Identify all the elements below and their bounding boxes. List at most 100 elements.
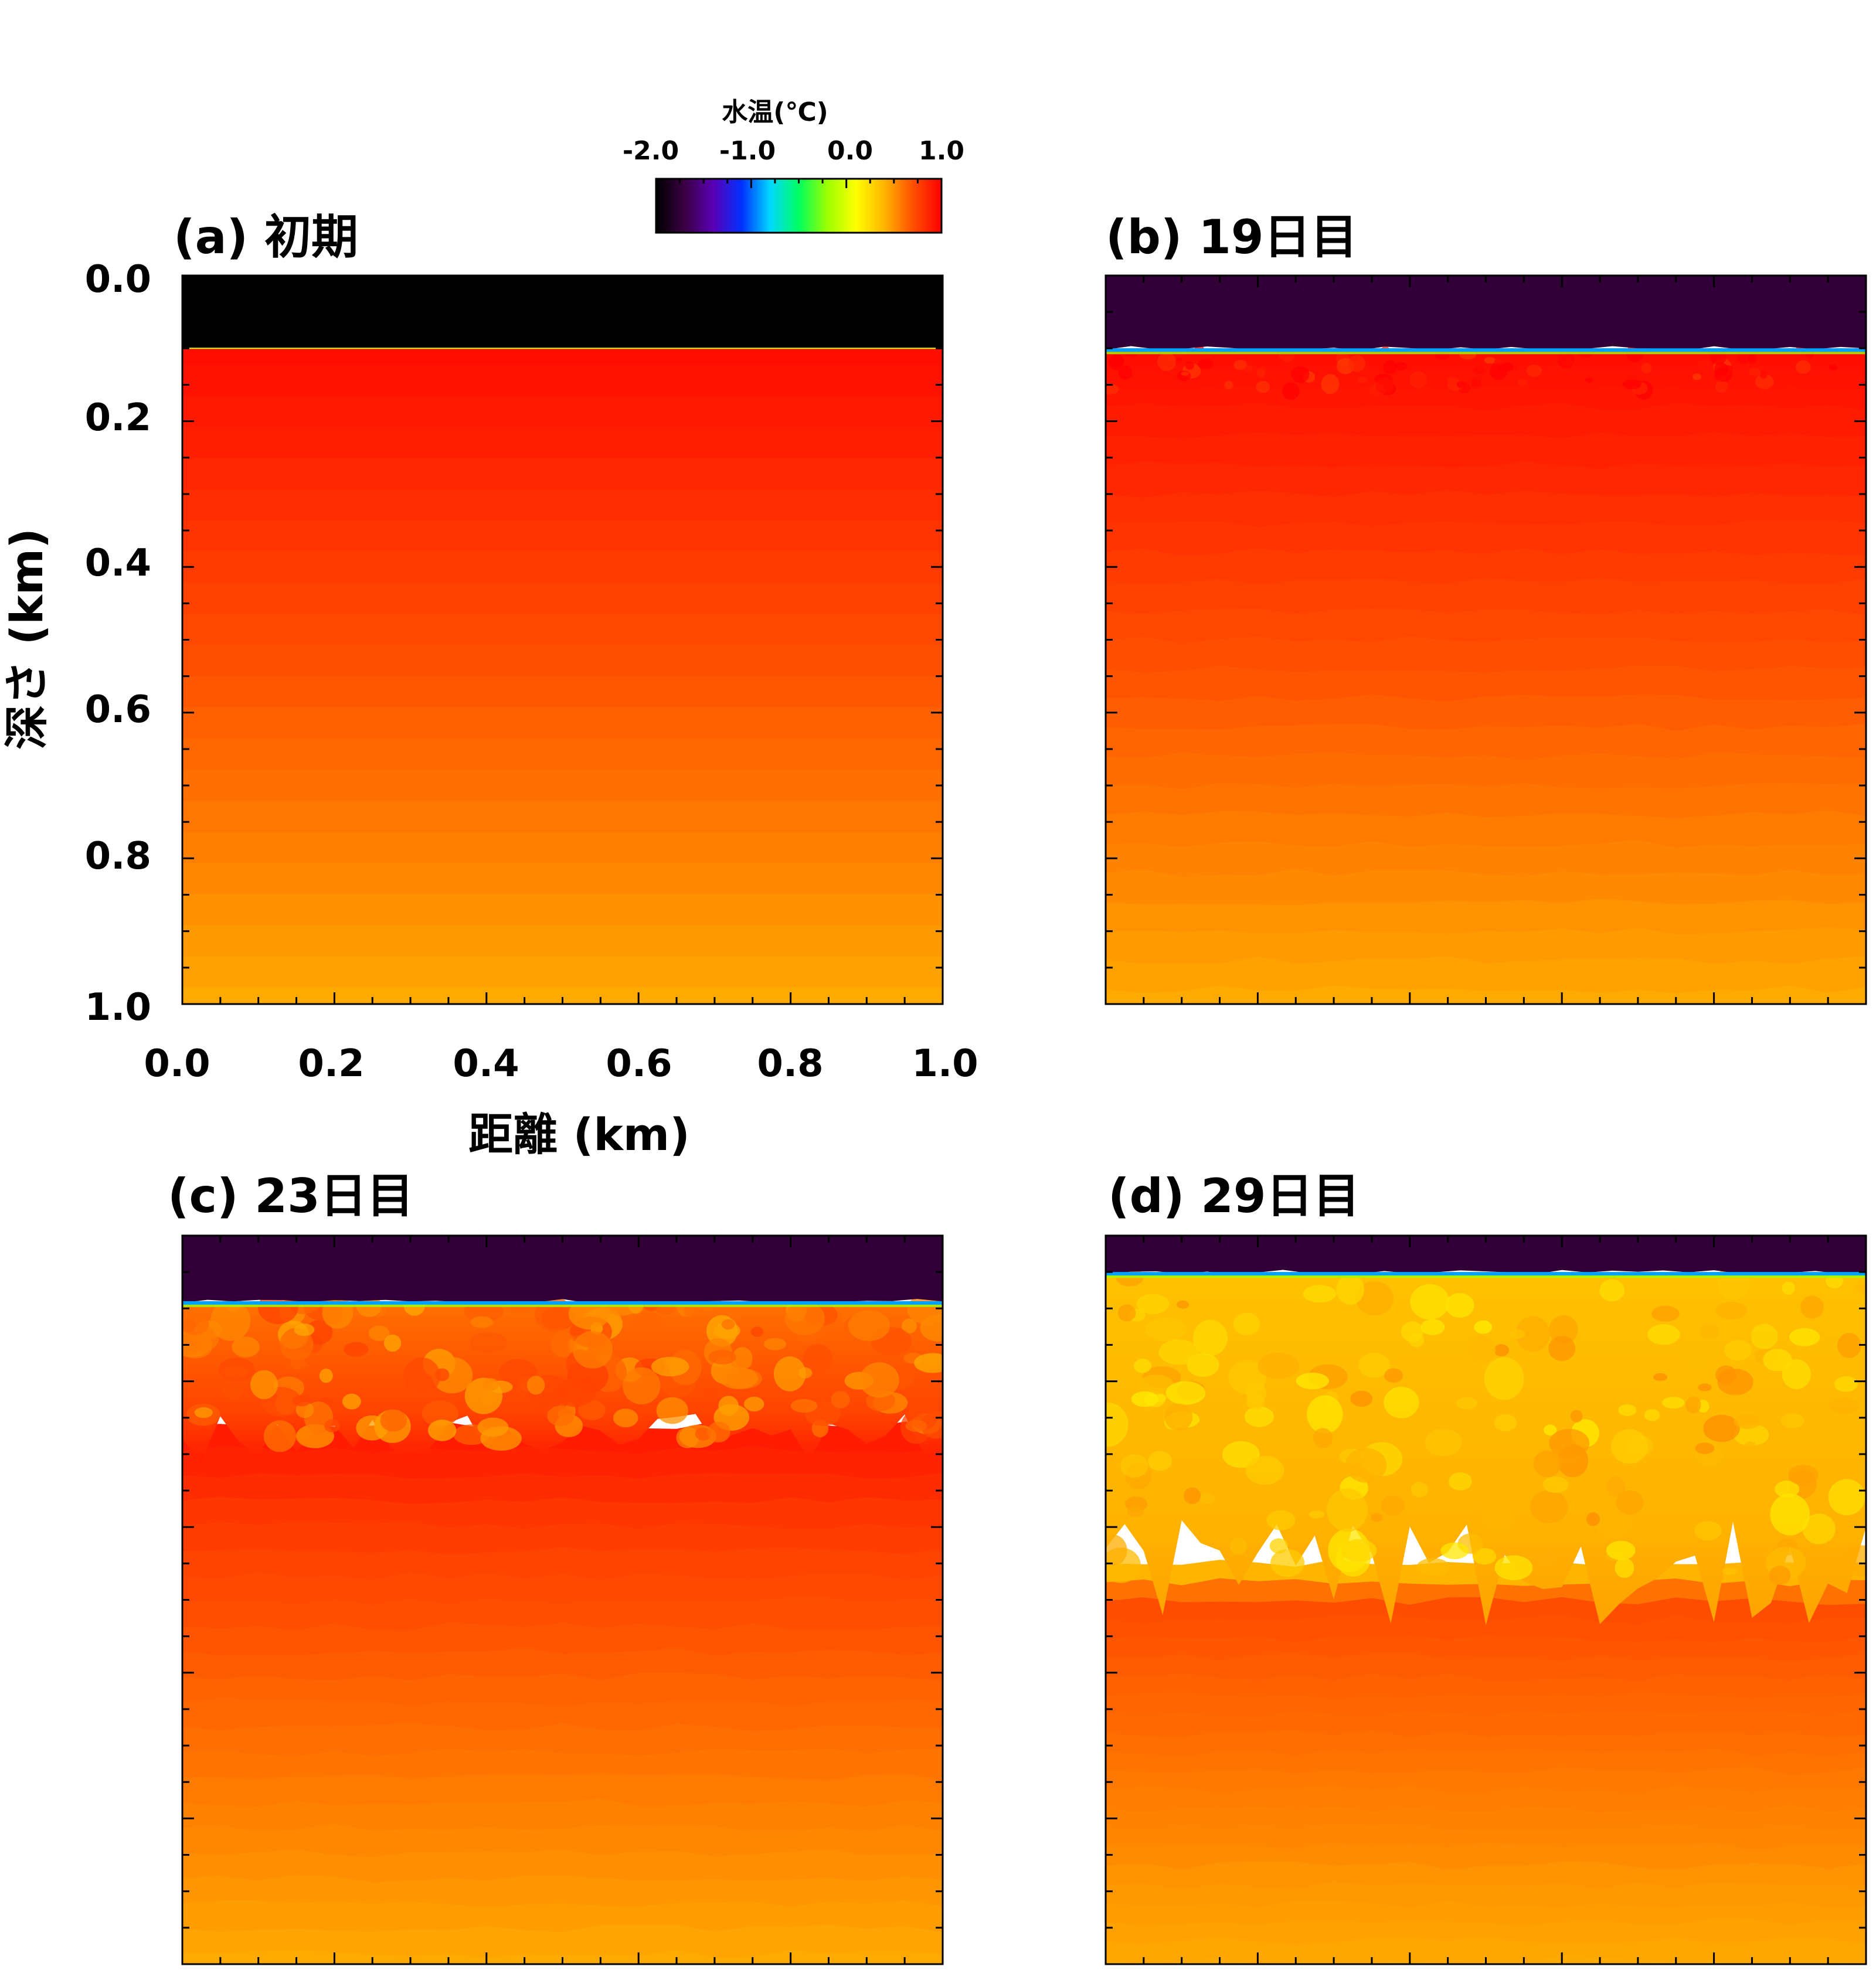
turbulent-eddy <box>1420 1319 1445 1335</box>
temperature-band <box>1106 869 1866 910</box>
panel-b: (b) 19日目 <box>1104 210 1867 1005</box>
turbulent-eddy <box>1533 1450 1562 1478</box>
temperature-band <box>1106 548 1866 589</box>
turbulent-eddy <box>1599 1279 1625 1302</box>
turbulent-eddy <box>1158 1339 1199 1365</box>
turbulent-eddy <box>1484 1357 1524 1400</box>
turbulent-eddy <box>1661 1397 1685 1409</box>
turbulent-eddy <box>1445 1293 1474 1318</box>
turbulent-eddy <box>1244 365 1253 373</box>
turbulent-eddy <box>1270 1549 1305 1577</box>
turbulent-eddy <box>1493 1344 1510 1357</box>
temperature-band <box>182 925 943 964</box>
turbulent-eddy <box>750 1326 764 1337</box>
surface-cold-layer <box>1106 1236 1866 1274</box>
turbulent-eddy <box>1138 1374 1174 1394</box>
turbulent-eddy <box>1686 1349 1708 1368</box>
turbulent-eddy <box>1384 1368 1403 1383</box>
turbulent-eddy <box>773 1356 806 1391</box>
temperature-band <box>182 1798 943 1835</box>
turbulent-eddy <box>368 1325 390 1341</box>
surface-cold-layer <box>182 275 943 349</box>
temperature-band <box>182 894 943 933</box>
turbulent-eddy <box>1829 1398 1860 1414</box>
turbulent-eddy <box>721 1319 735 1330</box>
turbulent-eddy <box>1244 1406 1274 1427</box>
turbulent-eddy <box>210 1299 251 1341</box>
turbulent-eddy <box>1692 373 1701 380</box>
temperature-band <box>182 583 943 621</box>
turbulent-eddy <box>651 1356 689 1377</box>
turbulent-eddy <box>1321 374 1340 394</box>
turbulent-eddy <box>1327 1488 1368 1532</box>
turbulent-eddy <box>1233 359 1248 370</box>
turbulent-eddy <box>1307 1395 1343 1434</box>
panel-a: (a) 初期 <box>174 210 944 1005</box>
turbulent-eddy <box>1618 1404 1637 1417</box>
temperature-band <box>1106 723 1866 764</box>
y-tick-label: 0.6 <box>85 688 151 731</box>
turbulent-eddy <box>1456 380 1465 388</box>
turbulent-eddy <box>1394 362 1408 370</box>
turbulent-eddy <box>1755 374 1774 389</box>
turbulent-eddy <box>1698 359 1711 367</box>
colorbar-tick-label-2: 0.0 <box>827 136 873 166</box>
turbulent-eddy <box>1606 1476 1626 1498</box>
surface-cold-layer <box>182 1236 943 1303</box>
turbulent-eddy <box>1303 1285 1337 1303</box>
turbulent-eddy <box>848 1310 891 1341</box>
temperature-band <box>182 1824 943 1860</box>
turbulent-eddy <box>1480 1496 1516 1532</box>
turbulent-eddy <box>1133 1358 1151 1373</box>
turbulent-eddy <box>1383 360 1398 375</box>
turbulent-eddy <box>803 1343 833 1374</box>
turbulent-eddy <box>859 1362 899 1398</box>
turbulent-eddy <box>683 1305 698 1318</box>
turbulent-eddy <box>623 1367 661 1405</box>
turbulent-eddy <box>744 1396 764 1412</box>
turbulent-eddy <box>702 1387 719 1401</box>
turbulent-eddy <box>1788 1464 1819 1486</box>
turbulent-eddy <box>1698 1383 1712 1391</box>
turbulent-eddy <box>1715 1365 1736 1384</box>
turbulent-eddy <box>1721 365 1733 372</box>
y-axis-title: 深さ (km) <box>1 528 53 750</box>
turbulent-eddy <box>1199 1493 1215 1504</box>
turbulent-eddy <box>1381 1495 1405 1516</box>
turbulent-eddy <box>1769 1566 1791 1585</box>
turbulent-eddy <box>1623 379 1642 389</box>
temperature-band <box>1106 694 1866 735</box>
turbulent-eddy <box>1837 1333 1861 1358</box>
turbulent-eddy <box>1192 1319 1228 1356</box>
turbulent-eddy <box>1181 372 1190 376</box>
turbulent-eddy <box>1341 1539 1377 1562</box>
y-tick-labels: 0.0 0.2 0.4 0.6 0.8 1.0 <box>85 258 151 1029</box>
turbulent-eddy <box>1775 1480 1800 1498</box>
temperature-band <box>182 676 943 715</box>
temperature-band <box>1106 752 1866 793</box>
temperature-band <box>182 707 943 746</box>
turbulent-eddy <box>1145 1317 1187 1342</box>
turbulent-eddy <box>633 1311 663 1334</box>
colorbar: 水温(℃) -2.0 -1.0 0.0 1.0 <box>623 97 964 234</box>
temperature-band <box>1106 956 1866 997</box>
turbulent-eddy <box>1685 1396 1701 1414</box>
y-tick-label: 0.4 <box>85 542 151 585</box>
turbulent-eddy <box>1800 1295 1824 1319</box>
turbulent-eddy <box>1157 352 1177 372</box>
turbulent-eddy <box>1615 1557 1634 1578</box>
turbulent-eddy <box>1759 370 1768 379</box>
turbulent-eddy <box>1694 1521 1722 1541</box>
temperature-band <box>1106 810 1866 851</box>
turbulent-eddy <box>1782 1359 1811 1390</box>
turbulent-eddy <box>232 1336 260 1357</box>
turbulent-eddy <box>1176 1300 1190 1309</box>
turbulent-eddy <box>194 1407 213 1418</box>
turbulent-eddy <box>1245 1455 1284 1485</box>
panel-d: (d) 29日目 <box>1104 1169 1867 1965</box>
turbulent-eddy <box>1473 366 1486 375</box>
turbulent-eddy <box>1549 1315 1578 1345</box>
temperature-band <box>182 1773 943 1810</box>
turbulent-eddy <box>1733 1424 1769 1446</box>
temperature-band <box>1106 577 1866 618</box>
